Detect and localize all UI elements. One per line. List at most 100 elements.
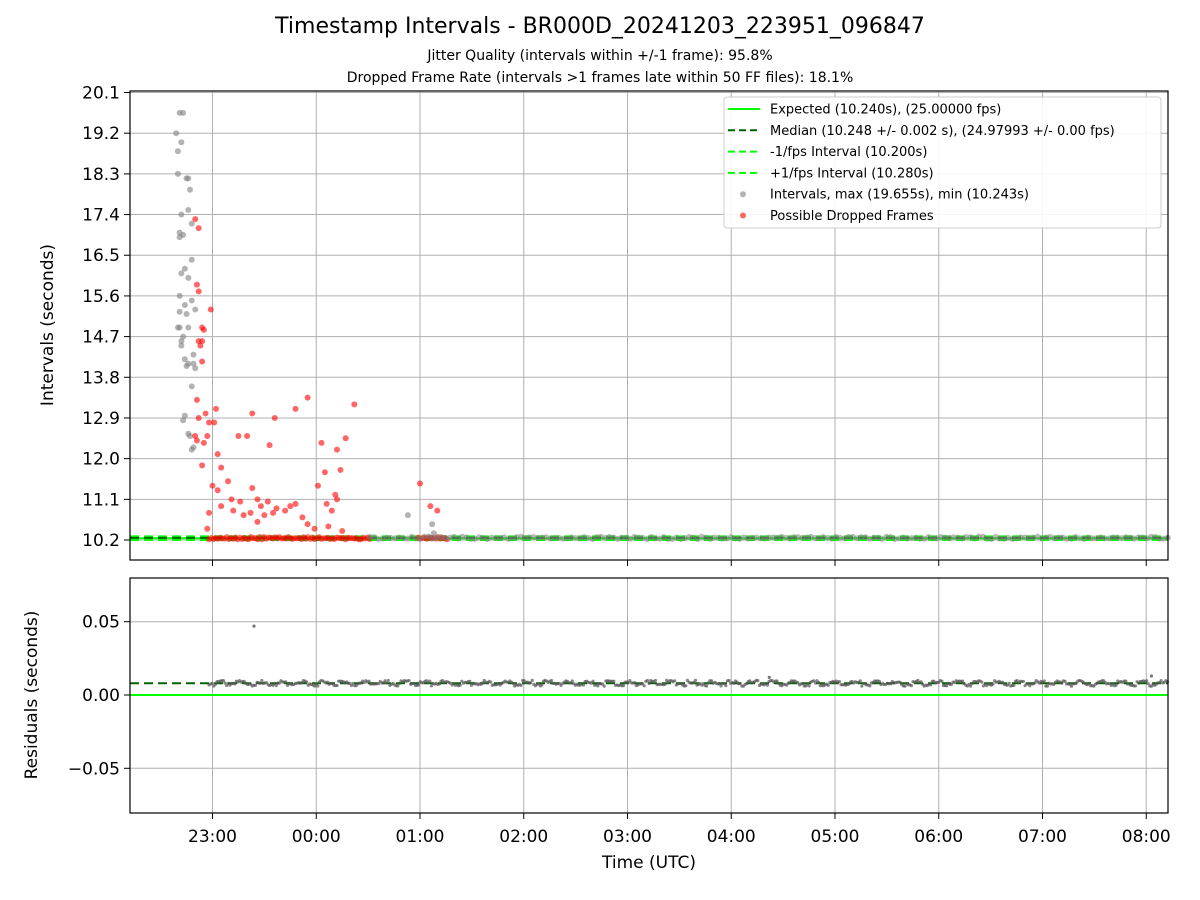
interval-point [183, 362, 190, 369]
interval-point [185, 207, 192, 214]
dropped-frame-point [270, 509, 277, 516]
residual-point [210, 681, 214, 685]
interval-point [174, 148, 181, 155]
dropped-frame-point [334, 496, 340, 503]
residual-point [407, 678, 411, 683]
y-tick-label: 0.05 [82, 613, 120, 633]
residual-point [847, 682, 851, 686]
residual-point [642, 684, 646, 688]
residual-point [826, 683, 830, 687]
residual-point [621, 684, 626, 688]
residual-point [961, 679, 965, 683]
dropped-frame-point [218, 464, 225, 471]
jitter-quality-subtitle: Jitter Quality (intervals within +/-1 fr… [427, 48, 773, 64]
y-tick-label: 11.1 [82, 490, 120, 510]
y-tick-label: 18.3 [82, 165, 120, 185]
residual-point [929, 683, 933, 687]
dropped-frame-point [427, 503, 434, 510]
residual-point [316, 684, 320, 688]
y-tick-label: 12.9 [82, 409, 120, 429]
residual-point [889, 682, 893, 686]
residual-point [628, 679, 632, 683]
dropped-frame-point [337, 466, 344, 473]
residual-point [511, 681, 515, 686]
residual-point [489, 680, 493, 684]
interval-point [429, 521, 436, 528]
interval-point [180, 109, 187, 116]
x-tick-label: 03:00 [603, 827, 652, 847]
dropped-frame-point [204, 433, 211, 440]
residual-point [396, 684, 400, 688]
intervals-plot-frame [129, 90, 1169, 561]
residual-point [325, 680, 330, 684]
residual-point [417, 683, 421, 687]
residual-point [837, 679, 842, 684]
dropped-frame-point [207, 306, 214, 313]
interval-point [187, 186, 194, 193]
dropped-frame-point [287, 503, 294, 510]
residual-point [429, 684, 434, 688]
interval-point [765, 534, 772, 541]
residual-point [274, 683, 278, 688]
interval-point [188, 297, 195, 304]
residual-point [1021, 679, 1026, 684]
residual-point [991, 682, 995, 686]
interval-point [404, 512, 411, 519]
chart-title: Timestamp Intervals - BR000D_20241203_22… [275, 14, 925, 39]
residual-point [258, 681, 262, 685]
residual-point [253, 683, 258, 687]
dropped-frame-point [214, 451, 221, 458]
residual-point [530, 678, 534, 682]
residual-point [260, 678, 264, 683]
dropped-frame-point [266, 442, 273, 449]
residual-point [633, 681, 637, 685]
dropped-frame-point [193, 396, 200, 403]
residual-point [437, 682, 442, 686]
residual-point [386, 678, 390, 683]
interval-point [185, 274, 192, 281]
interval-point [188, 220, 195, 227]
interval-point [180, 333, 187, 340]
residual-point [549, 678, 554, 683]
interval-point [492, 535, 499, 542]
interval-point [845, 533, 852, 540]
y-tick-label: 10.2 [82, 531, 120, 551]
dropped-frame-point [206, 419, 213, 426]
residual-point [1149, 674, 1154, 678]
residual-point [591, 679, 595, 683]
residual-point [1133, 684, 1138, 688]
residual-point [727, 678, 731, 683]
dropped-frame-point [230, 507, 237, 514]
interval-point [430, 530, 437, 537]
dropped-frame-point [257, 503, 264, 510]
dropped-frame-point [304, 394, 311, 401]
x-tick-label: 02:00 [499, 827, 548, 847]
residual-point [732, 681, 736, 685]
residual-point [817, 680, 821, 685]
residual-point [1012, 683, 1016, 687]
dropped-frame-point [249, 485, 256, 492]
residual-point [724, 684, 728, 688]
residual-point [877, 679, 882, 684]
interval-point [190, 360, 197, 367]
interval-point [181, 301, 188, 308]
dropped-frame-point [334, 446, 340, 453]
x-tick-label: 07:00 [1018, 827, 1067, 847]
residual-point [807, 684, 811, 688]
dropped-frame-point [195, 414, 202, 421]
residual-point [252, 624, 256, 628]
residual-point [481, 681, 485, 685]
dropped-frame-rate-subtitle: Dropped Frame Rate (intervals >1 frames … [346, 70, 854, 86]
dropped-frame-point [249, 410, 256, 417]
x-tick-label: 00:00 [292, 827, 341, 847]
interval-point [178, 139, 185, 146]
residual-point [738, 681, 742, 686]
residual-point [898, 680, 902, 684]
interval-point [178, 338, 185, 345]
interval-point [442, 534, 449, 541]
interval-point [178, 270, 185, 277]
interval-point [178, 342, 185, 349]
interval-point [190, 351, 197, 358]
residual-point [673, 679, 677, 683]
